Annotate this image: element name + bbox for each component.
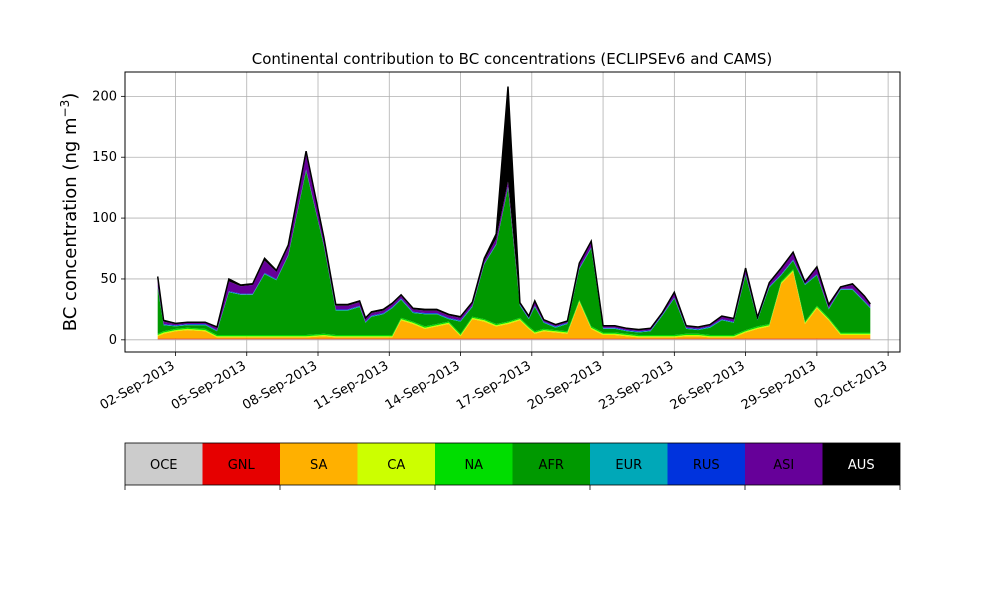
- y-axis-label-superscript: −3: [58, 100, 72, 118]
- x-axis: 02-Sep-201305-Sep-201308-Sep-201311-Sep-…: [98, 352, 890, 413]
- legend-swatch-sa: [280, 443, 358, 485]
- x-tick-label: 02-Sep-2013: [98, 358, 178, 413]
- y-tick-label: 50: [100, 272, 117, 287]
- legend-label-ca: CA: [387, 458, 405, 473]
- x-tick-label: 23-Sep-2013: [597, 358, 677, 413]
- y-axis: 0 50 100 150 200: [92, 89, 125, 348]
- y-axis-label: BC concentration (ng m−3): [58, 93, 81, 332]
- legend-swatch-gnl: [202, 443, 280, 485]
- legend-label-afr: AFR: [539, 458, 564, 473]
- y-axis-label-close: ): [60, 93, 81, 100]
- y-axis-label-main: BC concentration (ng m: [60, 117, 81, 331]
- x-tick-label: 14-Sep-2013: [383, 358, 463, 413]
- y-tick-label: 100: [92, 211, 117, 226]
- y-tick-label: 0: [109, 333, 117, 348]
- legend-swatch-rus: [667, 443, 745, 485]
- area-oce: [157, 339, 871, 340]
- chart-title: Continental contribution to BC concentra…: [252, 50, 773, 68]
- x-tick-label: 17-Sep-2013: [454, 358, 534, 413]
- area-gnl: [157, 338, 871, 340]
- legend-label-oce: OCE: [150, 458, 178, 473]
- area-asi: [157, 154, 871, 332]
- x-tick-label: 26-Sep-2013: [668, 358, 748, 413]
- legend-swatch-oce: [125, 443, 203, 485]
- legend-label-eur: EUR: [615, 458, 642, 473]
- x-tick-label: 20-Sep-2013: [525, 358, 605, 413]
- total-outline: [156, 86, 871, 331]
- legend-swatch-eur: [590, 443, 668, 485]
- total-line: [156, 86, 871, 331]
- legend-label-aus: AUS: [848, 458, 875, 473]
- legend-label-asi: ASI: [773, 458, 794, 473]
- legend-label-sa: SA: [310, 458, 327, 473]
- plot-frame: [124, 71, 901, 353]
- legend-swatch-aus: [822, 443, 900, 485]
- legend-swatch-afr: [512, 443, 590, 485]
- x-tick-label: 05-Sep-2013: [169, 358, 249, 413]
- y-tick-label: 150: [92, 150, 117, 165]
- legend-swatch-asi: [745, 443, 823, 485]
- x-tick-label: 11-Sep-2013: [311, 358, 391, 413]
- legend-swatch-na: [435, 443, 513, 485]
- legend-label-rus: RUS: [693, 458, 720, 473]
- legend-label-na: NA: [464, 458, 483, 473]
- legend-swatch-ca: [357, 443, 435, 485]
- legend-label-gnl: GNL: [228, 458, 256, 473]
- x-tick-label: 08-Sep-2013: [240, 358, 320, 413]
- x-tick-label: 02-Oct-2013: [812, 358, 890, 412]
- x-tick-label: 29-Sep-2013: [739, 358, 819, 413]
- y-tick-label: 200: [92, 89, 117, 104]
- area-afr: [157, 170, 871, 335]
- area-sa: [157, 271, 871, 339]
- legend-frame: [124, 442, 901, 486]
- colorbar-legend: OCE GNL SA CA NA AFR EUR RUS ASI AUS: [124, 442, 901, 490]
